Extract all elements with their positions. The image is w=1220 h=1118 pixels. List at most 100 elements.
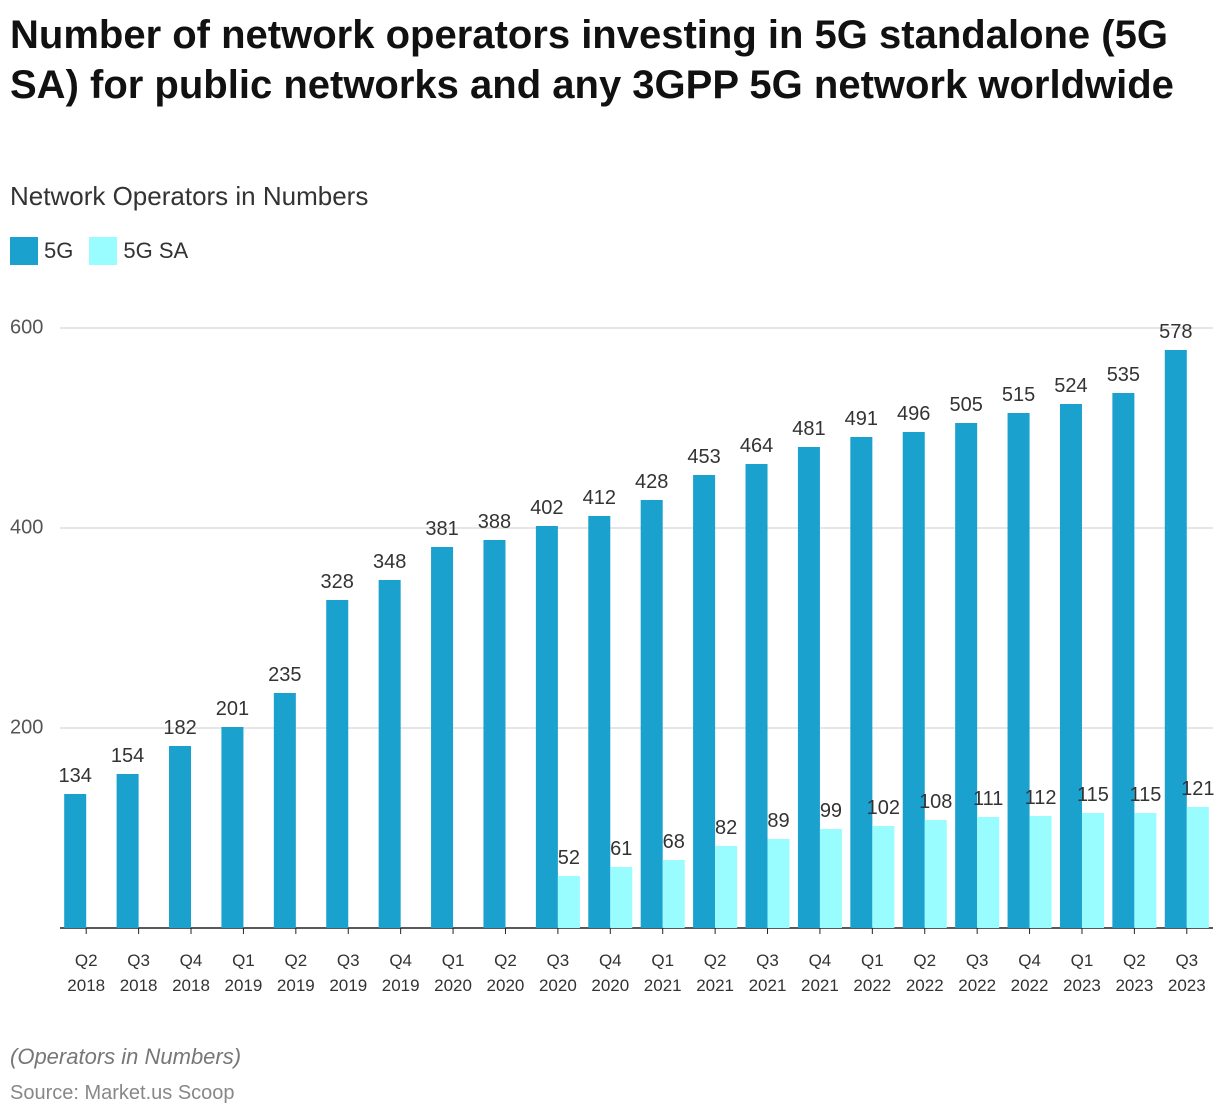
value-label: 52: [558, 847, 580, 869]
x-tick-label: Q4 2019: [381, 951, 420, 995]
bar: [955, 423, 978, 928]
x-tick-label: Q3 2021: [748, 951, 787, 995]
value-label: 328: [321, 571, 354, 593]
value-label: 381: [425, 518, 458, 540]
value-label: 68: [663, 831, 685, 853]
bar: [1007, 413, 1030, 928]
bar: [662, 860, 685, 928]
value-label: 388: [478, 511, 511, 533]
value-label: 61: [610, 838, 632, 860]
bar: [610, 867, 633, 928]
bar: [797, 447, 820, 928]
chart-title: Number of network operators investing in…: [10, 13, 1174, 107]
legend-label: 5G SA: [123, 238, 189, 263]
bar: [640, 500, 663, 928]
bar: [557, 876, 580, 928]
x-tick-label: Q2 2020: [486, 951, 525, 995]
bar: [693, 475, 716, 928]
x-tick-label: Q1 2023: [1063, 951, 1101, 995]
value-label: 134: [59, 765, 92, 787]
value-label: 121: [1181, 778, 1214, 800]
legend-swatch: [10, 237, 38, 265]
x-tick-label: Q1 2021: [643, 951, 682, 995]
value-label: 464: [740, 435, 773, 457]
y-tick-label: 200: [10, 716, 43, 738]
bar: [1186, 807, 1209, 928]
bar: [431, 547, 454, 928]
bar: [116, 774, 139, 928]
bar: [902, 432, 925, 928]
bar: [326, 600, 349, 928]
value-label: 201: [216, 698, 249, 720]
x-tick-label: Q2 2018: [67, 951, 106, 995]
note: (Operators in Numbers): [10, 1044, 242, 1069]
bar: [1134, 813, 1157, 928]
bar: [378, 580, 401, 928]
x-tick-label: Q1 2022: [853, 951, 892, 995]
bar: [924, 820, 947, 928]
x-tick-label: Q4 2018: [172, 951, 210, 995]
value-label: 115: [1077, 784, 1109, 806]
value-label: 82: [715, 817, 737, 839]
source: Source: Market.us Scoop: [10, 1082, 235, 1104]
x-tick-label: Q4 2020: [591, 951, 630, 995]
value-label: 154: [111, 745, 144, 767]
bar: [767, 839, 790, 928]
value-label: 481: [792, 418, 825, 440]
bar: [819, 829, 842, 928]
x-tick-label: Q3 2022: [958, 951, 997, 995]
value-label: 524: [1054, 375, 1087, 397]
value-label: 578: [1159, 321, 1192, 343]
x-tick-label: Q3 2019: [329, 951, 368, 995]
legend-swatch: [89, 237, 118, 265]
value-label: 348: [373, 551, 406, 573]
value-label: 412: [583, 487, 616, 509]
bar: [483, 540, 506, 928]
value-label: 182: [163, 717, 196, 739]
y-tick-label: 600: [10, 316, 43, 338]
value-label: 535: [1107, 364, 1140, 386]
bar: [535, 526, 558, 928]
value-label: 491: [845, 408, 878, 430]
value-label: 99: [820, 800, 842, 822]
bar: [588, 516, 611, 928]
bar: [715, 846, 738, 928]
value-label: 115: [1129, 784, 1161, 806]
x-tick-label: Q2 2023: [1115, 951, 1154, 995]
y-tick-label: 400: [10, 516, 43, 538]
chart-subtitle: Network Operators in Numbers: [10, 181, 369, 211]
bar: [977, 817, 1000, 928]
x-tick-label: Q3 2023: [1167, 951, 1206, 995]
bar: [1164, 350, 1187, 928]
bar: [850, 437, 873, 928]
value-label: 235: [268, 664, 301, 686]
bar: [273, 693, 296, 928]
legend-label: 5G: [44, 238, 74, 263]
bar: [64, 794, 87, 928]
x-tick-label: Q4 2022: [1010, 951, 1049, 995]
x-tick-label: Q2 2019: [276, 951, 315, 995]
value-label: 89: [767, 810, 789, 832]
x-tick-label: Q1 2019: [224, 951, 263, 995]
x-tick-label: Q3 2020: [538, 951, 577, 995]
value-label: 111: [973, 788, 1003, 810]
value-label: 505: [949, 394, 982, 416]
x-tick-label: Q2 2021: [696, 951, 735, 995]
value-label: 428: [635, 471, 668, 493]
bar: [169, 746, 192, 928]
value-label: 515: [1002, 384, 1035, 406]
bar: [872, 826, 895, 928]
bar: [1059, 404, 1082, 928]
value-label: 102: [867, 797, 900, 819]
x-tick-label: Q4 2021: [801, 951, 839, 995]
bar: [1029, 816, 1052, 928]
value-label: 402: [530, 497, 563, 519]
x-tick-label: Q2 2022: [905, 951, 944, 995]
bar: [1112, 393, 1135, 928]
x-tick-label: Q3 2018: [119, 951, 158, 995]
bar: [745, 464, 768, 928]
value-label: 496: [897, 403, 930, 425]
value-label: 453: [687, 446, 720, 468]
value-label: 112: [1025, 787, 1057, 809]
